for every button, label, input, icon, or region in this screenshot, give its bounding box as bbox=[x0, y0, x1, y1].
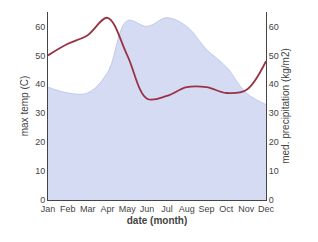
svg-text:Apr: Apr bbox=[100, 204, 114, 214]
svg-text:60: 60 bbox=[35, 22, 45, 32]
svg-text:10: 10 bbox=[35, 166, 45, 176]
svg-text:10: 10 bbox=[269, 166, 279, 176]
svg-text:50: 50 bbox=[269, 51, 279, 61]
svg-text:20: 20 bbox=[35, 137, 45, 147]
svg-text:40: 40 bbox=[269, 79, 279, 89]
svg-text:0: 0 bbox=[269, 195, 274, 205]
svg-text:Feb: Feb bbox=[60, 204, 76, 214]
svg-text:Jan: Jan bbox=[41, 204, 56, 214]
svg-text:Sep: Sep bbox=[199, 204, 215, 214]
svg-text:20: 20 bbox=[269, 137, 279, 147]
svg-text:Dec: Dec bbox=[258, 204, 275, 214]
svg-text:30: 30 bbox=[35, 108, 45, 118]
svg-text:Nov: Nov bbox=[238, 204, 255, 214]
svg-text:Jun: Jun bbox=[140, 204, 155, 214]
svg-text:30: 30 bbox=[269, 108, 279, 118]
svg-text:Mar: Mar bbox=[80, 204, 96, 214]
svg-text:May: May bbox=[119, 204, 137, 214]
svg-text:max temp (C): max temp (C) bbox=[19, 76, 30, 137]
svg-text:0: 0 bbox=[40, 195, 45, 205]
svg-text:50: 50 bbox=[35, 51, 45, 61]
svg-text:60: 60 bbox=[269, 22, 279, 32]
svg-text:date (month): date (month) bbox=[127, 215, 188, 226]
svg-text:Aug: Aug bbox=[179, 204, 195, 214]
svg-text:med. precipitation (kg/m2): med. precipitation (kg/m2) bbox=[280, 48, 291, 164]
svg-text:40: 40 bbox=[35, 79, 45, 89]
svg-text:Jul: Jul bbox=[161, 204, 173, 214]
svg-text:Oct: Oct bbox=[219, 204, 234, 214]
